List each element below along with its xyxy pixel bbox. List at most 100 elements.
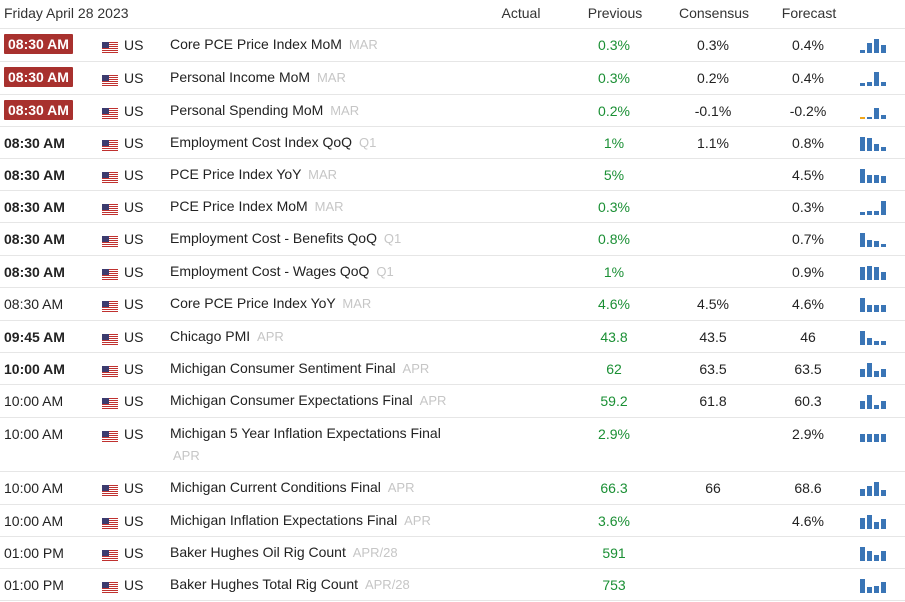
event-time: 08:30 AM: [4, 296, 64, 312]
event-row[interactable]: 09:45 AM US Chicago PMI APR 43.8 43.5 46: [0, 321, 905, 353]
event-time: 08:30 AM: [4, 167, 65, 183]
event-row[interactable]: 08:30 AM US Personal Income MoM MAR 0.3% 0.2…: [0, 62, 905, 95]
event-row[interactable]: 08:30 AM US PCE Price Index YoY MAR 5% 4.5%: [0, 159, 905, 191]
event-name[interactable]: Chicago PMI: [170, 328, 251, 344]
event-name[interactable]: Employment Cost - Benefits QoQ: [170, 230, 377, 246]
event-name[interactable]: Core PCE Price Index YoY: [170, 295, 336, 311]
column-previous[interactable]: Previous: [587, 5, 643, 21]
event-name[interactable]: Employment Cost - Wages QoQ: [170, 263, 370, 279]
history-sparkline-icon[interactable]: [860, 167, 888, 183]
sparkline-bar: [860, 267, 865, 280]
history-sparkline-icon[interactable]: [860, 37, 888, 53]
event-row[interactable]: 08:30 AM US PCE Price Index MoM MAR 0.3% 0.3…: [0, 191, 905, 223]
event-title[interactable]: Personal Income MoM MAR: [170, 66, 455, 89]
sparkline-bar: [881, 115, 886, 119]
event-name[interactable]: Baker Hughes Oil Rig Count: [170, 544, 346, 560]
history-sparkline-icon[interactable]: [860, 513, 888, 529]
event-row[interactable]: 01:00 PM US Baker Hughes Oil Rig Count APR…: [0, 537, 905, 569]
event-period: MAR: [348, 37, 378, 52]
event-name[interactable]: Baker Hughes Total Rig Count: [170, 576, 359, 592]
event-country: US: [124, 37, 144, 53]
history-sparkline-icon[interactable]: [860, 329, 888, 345]
event-title[interactable]: Michigan Inflation Expectations Final AP…: [170, 509, 455, 532]
event-row[interactable]: 10:00 AM US Michigan Consumer Expectations…: [0, 385, 905, 418]
event-title[interactable]: Chicago PMI APR: [170, 325, 455, 348]
event-name[interactable]: Michigan 5 Year Inflation Expectations F…: [170, 425, 441, 441]
history-sparkline-icon[interactable]: [860, 296, 888, 312]
event-name[interactable]: Employment Cost Index QoQ: [170, 134, 353, 150]
history-sparkline-icon[interactable]: [860, 577, 888, 593]
event-name[interactable]: PCE Price Index MoM: [170, 198, 308, 214]
event-name[interactable]: Michigan Inflation Expectations Final: [170, 512, 398, 528]
history-sparkline-icon[interactable]: [860, 361, 888, 377]
event-row[interactable]: 10:00 AM US Michigan Current Conditions Fi…: [0, 472, 905, 505]
sparkline-bar: [881, 176, 886, 183]
event-row[interactable]: 10:00 AM US Michigan 5 Year Inflation Expe…: [0, 418, 905, 472]
history-sparkline-icon[interactable]: [860, 393, 888, 409]
us-flag-icon: [102, 364, 118, 377]
event-title[interactable]: Employment Cost - Benefits QoQ Q1: [170, 227, 455, 250]
sparkline-bar: [867, 175, 872, 183]
consensus-value: 4.5%: [697, 296, 729, 312]
event-title[interactable]: Core PCE Price Index MoM MAR: [170, 33, 455, 56]
sparkline-bar: [860, 233, 865, 247]
event-name[interactable]: Michigan Current Conditions Final: [170, 479, 381, 495]
history-sparkline-icon[interactable]: [860, 426, 888, 442]
event-name[interactable]: Michigan Consumer Sentiment Final: [170, 360, 396, 376]
sparkline-bar: [867, 363, 872, 377]
event-row[interactable]: 01:00 PM US Baker Hughes Total Rig Count A…: [0, 569, 905, 601]
column-consensus[interactable]: Consensus: [678, 5, 750, 21]
event-title[interactable]: Baker Hughes Total Rig Count APR/28: [170, 573, 455, 596]
previous-value: 0.3%: [598, 199, 630, 215]
forecast-value: 0.9%: [792, 264, 824, 280]
history-sparkline-icon[interactable]: [860, 199, 888, 215]
event-time: 08:30 AM: [4, 34, 73, 54]
event-row[interactable]: 08:30 AM US Core PCE Price Index YoY MAR 4.…: [0, 288, 905, 321]
event-name[interactable]: Personal Income MoM: [170, 69, 311, 85]
sparkline-bar: [874, 522, 879, 529]
us-flag-icon: [102, 299, 118, 312]
event-title[interactable]: Michigan 5 Year Inflation Expectations F…: [170, 422, 455, 467]
column-forecast[interactable]: Forecast: [781, 5, 837, 21]
sparkline-bar: [881, 147, 886, 151]
event-title[interactable]: Michigan Consumer Expectations Final APR: [170, 389, 455, 412]
event-row[interactable]: 08:30 AM US Core PCE Price Index MoM MAR 0.…: [0, 29, 905, 62]
sparkline-bar: [874, 555, 879, 561]
event-row[interactable]: 10:00 AM US Michigan Inflation Expectation…: [0, 505, 905, 537]
history-sparkline-icon[interactable]: [860, 480, 888, 496]
event-name[interactable]: Personal Spending MoM: [170, 102, 324, 118]
event-title[interactable]: Personal Spending MoM MAR: [170, 99, 455, 122]
event-title[interactable]: Core PCE Price Index YoY MAR: [170, 292, 455, 315]
event-title[interactable]: Baker Hughes Oil Rig Count APR/28: [170, 541, 455, 564]
event-row[interactable]: 10:00 AM US Michigan Consumer Sentiment Fi…: [0, 353, 905, 385]
sparkline-bar: [860, 489, 865, 496]
event-title[interactable]: Employment Cost - Wages QoQ Q1: [170, 260, 455, 283]
event-row[interactable]: 08:30 AM US Employment Cost - Wages QoQ Q1…: [0, 256, 905, 288]
event-title[interactable]: Employment Cost Index QoQ Q1: [170, 131, 455, 154]
event-title[interactable]: PCE Price Index MoM MAR: [170, 195, 455, 218]
history-sparkline-icon[interactable]: [860, 70, 888, 86]
history-sparkline-icon[interactable]: [860, 264, 888, 280]
column-actual[interactable]: Actual: [501, 5, 541, 21]
event-title[interactable]: Michigan Consumer Sentiment Final APR: [170, 357, 455, 380]
event-country: US: [124, 426, 144, 442]
sparkline-bar: [867, 82, 872, 86]
history-sparkline-icon[interactable]: [860, 231, 888, 247]
consensus-value: 63.5: [699, 361, 727, 377]
history-sparkline-icon[interactable]: [860, 545, 888, 561]
event-row[interactable]: 08:30 AM US Employment Cost - Benefits QoQ…: [0, 223, 905, 256]
event-period: MAR: [314, 199, 344, 214]
event-name[interactable]: PCE Price Index YoY: [170, 166, 302, 182]
history-sparkline-icon[interactable]: [860, 135, 888, 151]
sparkline-bar: [860, 547, 865, 561]
event-time: 10:00 AM: [4, 513, 64, 529]
event-row[interactable]: 08:30 AM US Personal Spending MoM MAR 0.2% -…: [0, 95, 905, 127]
sparkline-bar: [867, 515, 872, 529]
sparkline-bar: [867, 117, 872, 119]
event-title[interactable]: Michigan Current Conditions Final APR: [170, 476, 455, 499]
event-name[interactable]: Core PCE Price Index MoM: [170, 36, 342, 52]
event-row[interactable]: 08:30 AM US Employment Cost Index QoQ Q1 1%…: [0, 127, 905, 159]
history-sparkline-icon[interactable]: [860, 103, 888, 119]
event-name[interactable]: Michigan Consumer Expectations Final: [170, 392, 413, 408]
event-title[interactable]: PCE Price Index YoY MAR: [170, 163, 455, 186]
